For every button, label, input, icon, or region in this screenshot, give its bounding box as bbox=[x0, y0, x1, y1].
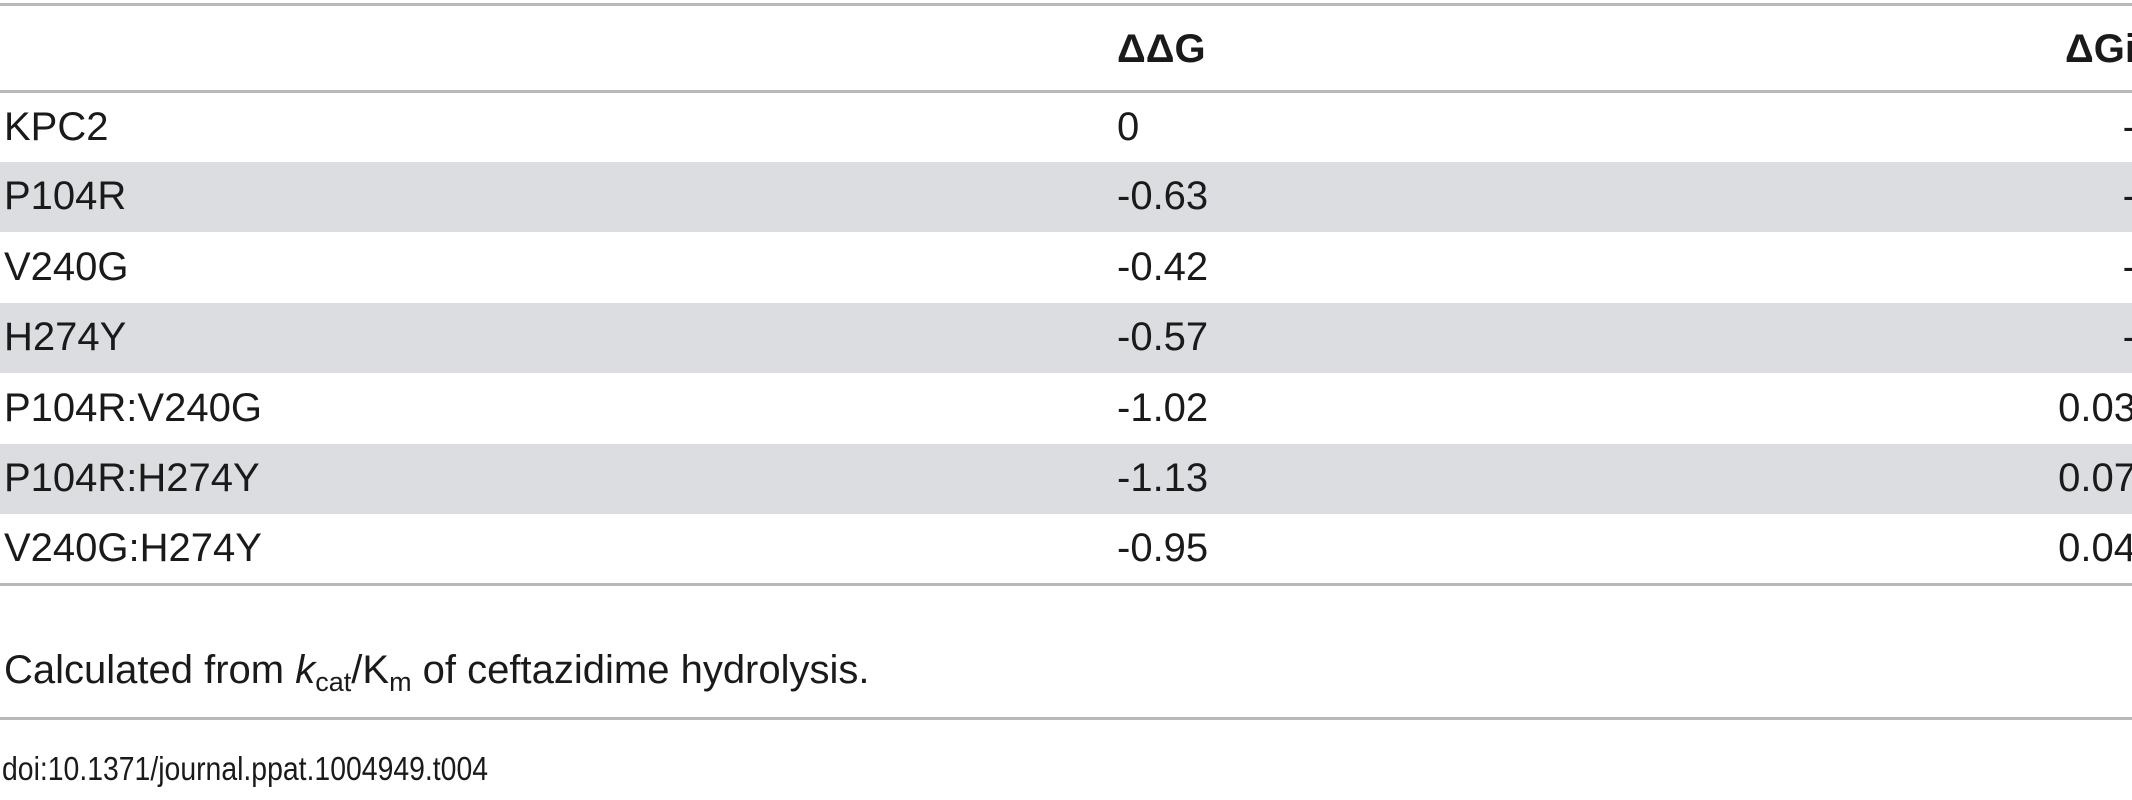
cell-mutant: P104R:V240G bbox=[4, 385, 262, 430]
cell-ddg: -1.13 bbox=[1117, 456, 1209, 501]
cell-ddg: -0.42 bbox=[1117, 244, 1209, 289]
cell-dgi: 0.04 bbox=[1897, 514, 2132, 586]
doi-link[interactable]: doi:10.1371/journal.ppat.1004949.t004 bbox=[2, 750, 489, 787]
footnote-m-sub: m bbox=[389, 667, 412, 697]
footnote-k: k bbox=[295, 648, 316, 692]
table-row: KPC2 0 - bbox=[0, 91, 2132, 162]
cell-dgi: - bbox=[1897, 91, 2132, 162]
footnote-prefix: Calculated from bbox=[4, 648, 296, 692]
table-row: H274Y -0.57 - bbox=[0, 302, 2132, 374]
cell-mutant: H274Y bbox=[4, 315, 127, 360]
cell-mutant: KPC2 bbox=[4, 104, 109, 149]
footnote-suffix: of ceftazidime hydrolysis. bbox=[411, 648, 870, 692]
cell-ddg: -0.95 bbox=[1117, 514, 1897, 586]
cell-ddg: -0.57 bbox=[1117, 315, 1209, 360]
table-row: P104R:H274Y -1.13 0.07 bbox=[0, 443, 2132, 514]
data-table: ΔΔG ΔGi KPC20-P104R-0.63-V240G-0.42-H274… bbox=[0, 0, 2132, 586]
table-row: P104R -0.63 - bbox=[0, 161, 2132, 233]
table-row: V240G:H274Y -0.95 0.04 bbox=[0, 514, 2132, 586]
cell-mutant: P104R bbox=[4, 174, 127, 219]
footnote-slash: /K bbox=[351, 648, 390, 692]
cell-dgi: 0.07 bbox=[2058, 456, 2132, 501]
header-ddg: ΔΔG bbox=[1117, 0, 1897, 93]
header-mutant bbox=[0, 0, 1117, 93]
cell-mutant: P104R:H274Y bbox=[4, 456, 260, 501]
table-row: V240G -0.42 - bbox=[0, 232, 2132, 303]
cell-ddg: 0 bbox=[1117, 104, 1140, 149]
table-header-row: ΔΔG ΔGi bbox=[0, 0, 2132, 93]
table-row: P104R:V240G -1.02 0.03 bbox=[0, 373, 2132, 444]
footnote-divider bbox=[0, 717, 2132, 720]
cell-ddg: -1.02 bbox=[1117, 385, 1209, 430]
cell-dgi: - bbox=[1897, 303, 2132, 374]
header-dgi: ΔGi bbox=[1897, 0, 2132, 93]
data-table-container: ΔΔG ΔGi KPC20-P104R-0.63-V240G-0.42-H274… bbox=[0, 0, 2132, 586]
cell-ddg: -0.63 bbox=[1117, 174, 1209, 219]
table-body: KPC20-P104R-0.63-V240G-0.42-H274Y-0.57-P… bbox=[0, 91, 2132, 586]
footnote-k-sub: cat bbox=[315, 667, 352, 697]
cell-dgi: - bbox=[1897, 232, 2132, 303]
cell-dgi: - bbox=[1897, 162, 2132, 233]
cell-dgi: 0.03 bbox=[2058, 385, 2132, 430]
cell-mutant: V240G:H274Y bbox=[0, 514, 1117, 586]
cell-mutant: V240G bbox=[4, 244, 129, 289]
table-footnote: Calculated from kcat/Km of ceftazidime h… bbox=[4, 648, 870, 696]
